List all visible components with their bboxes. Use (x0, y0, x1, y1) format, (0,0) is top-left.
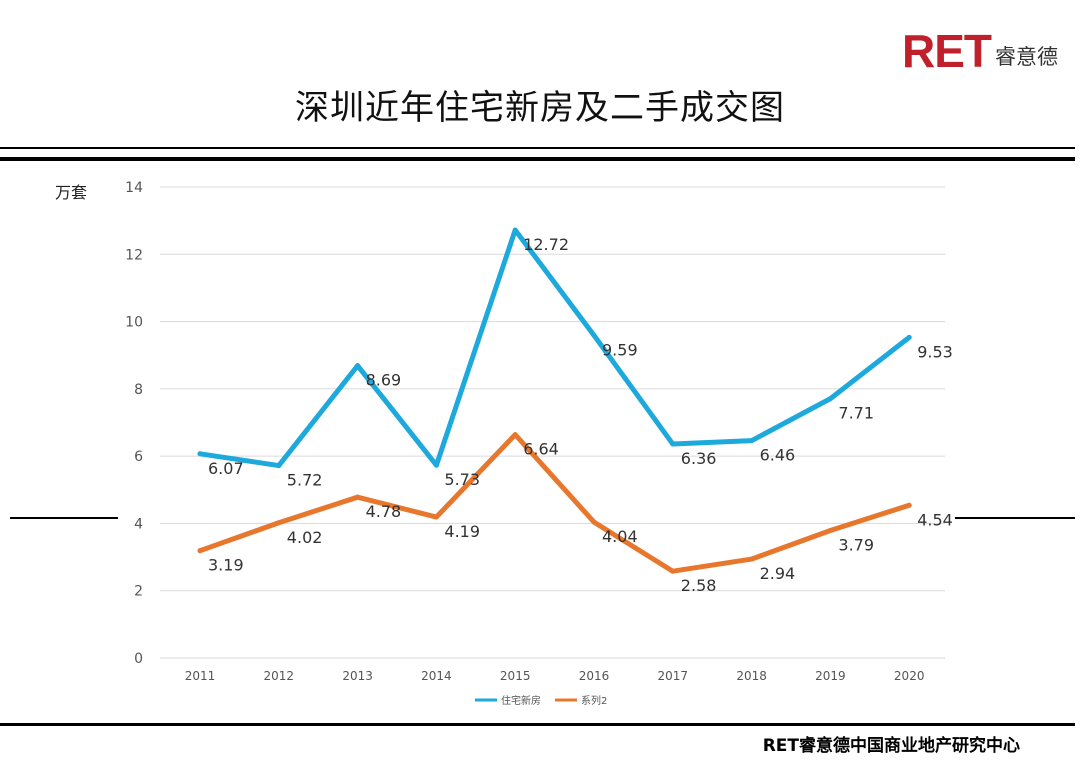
y-tick-label: 10 (125, 315, 143, 331)
footer-source: RET睿意德中国商业地产研究中心 (762, 736, 1020, 756)
y-tick-label: 8 (134, 382, 143, 398)
data-label: 12.72 (523, 235, 569, 254)
data-point (906, 334, 912, 340)
series-lines (197, 227, 912, 574)
x-tick-label: 2013 (342, 669, 373, 683)
y-tick-label: 12 (125, 247, 143, 263)
data-point (906, 502, 912, 508)
data-point (355, 494, 361, 500)
data-point (749, 556, 755, 562)
x-tick-label: 2016 (579, 669, 610, 683)
data-point (355, 363, 361, 369)
x-tick-label: 2012 (264, 669, 295, 683)
data-label: 4.54 (917, 510, 953, 529)
data-labels: 6.07 5.72 8.69 5.73 12.72 9.59 6.36 6.46 7.71 9.5… (208, 235, 953, 595)
header-rule-thin (0, 147, 1075, 149)
side-rule-left (10, 517, 118, 519)
y-tick-label: 14 (125, 180, 143, 196)
y-tick-label: 4 (134, 516, 143, 532)
data-point (433, 462, 439, 468)
y-tick-label: 2 (134, 584, 143, 600)
data-label: 6.07 (208, 459, 244, 478)
y-tick-label: 6 (134, 449, 143, 465)
data-label: 2.94 (760, 564, 796, 583)
data-point (433, 514, 439, 520)
data-point (749, 438, 755, 444)
brand-logo: RET 睿意德 (902, 28, 1058, 74)
data-point (276, 520, 282, 526)
data-label: 6.36 (681, 449, 717, 468)
data-label: 4.78 (366, 502, 402, 521)
data-point (197, 548, 203, 554)
logo-wordmark: RET (902, 25, 992, 77)
data-point (512, 432, 518, 438)
data-point (276, 463, 282, 469)
data-point (670, 441, 676, 447)
legend-label: 住宅新房 (501, 694, 541, 707)
data-label: 6.46 (760, 446, 796, 465)
data-point (591, 332, 597, 338)
y-tick-label: 0 (134, 651, 143, 667)
x-tick-label: 2017 (658, 669, 689, 683)
logo-chinese-name: 睿意德 (995, 45, 1058, 69)
x-tick-label: 2018 (736, 669, 767, 683)
data-point (827, 527, 833, 533)
data-label: 5.72 (287, 471, 323, 490)
x-tick-label: 2019 (815, 669, 846, 683)
data-label: 2.58 (681, 576, 717, 595)
data-label: 9.59 (602, 340, 638, 359)
data-label: 4.02 (287, 528, 323, 547)
data-point (591, 519, 597, 525)
data-point (827, 396, 833, 402)
series-line-1 (197, 227, 912, 469)
data-point (197, 451, 203, 457)
side-rule-right (955, 517, 1075, 519)
footer-rule (0, 723, 1075, 726)
data-label: 3.79 (838, 535, 874, 554)
data-label: 4.04 (602, 527, 638, 546)
x-axis-ticks: 2011 2012 2013 2014 2015 2016 2017 2018 2019 2020 (185, 669, 925, 683)
data-point (512, 227, 518, 233)
data-label: 3.19 (208, 556, 244, 575)
chart-legend: 住宅新房 系列2 (475, 694, 607, 707)
x-tick-label: 2011 (185, 669, 216, 683)
page-title: 深圳近年住宅新房及二手成交图 (295, 88, 785, 128)
data-label: 8.69 (366, 371, 402, 390)
data-label: 9.53 (917, 342, 953, 361)
header-rule-thick (0, 157, 1075, 161)
y-axis-ticks: 0 2 4 6 8 10 12 14 (125, 180, 143, 667)
data-label: 4.19 (444, 522, 480, 541)
data-label: 7.71 (838, 404, 874, 423)
series-line-2 (197, 432, 912, 574)
y-axis-label: 万套 (55, 183, 87, 202)
x-tick-label: 2020 (894, 669, 925, 683)
data-label: 6.64 (523, 440, 559, 459)
chart-grid (160, 186, 945, 659)
data-label: 5.73 (444, 470, 480, 489)
data-point (670, 568, 676, 574)
x-tick-label: 2015 (500, 669, 531, 683)
legend-label: 系列2 (581, 694, 607, 707)
x-tick-label: 2014 (421, 669, 452, 683)
